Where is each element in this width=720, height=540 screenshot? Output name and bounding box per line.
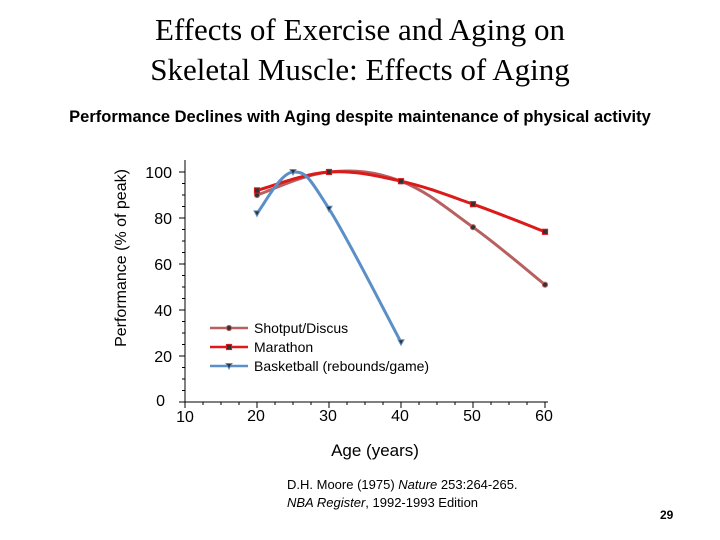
slide-number: 29 (660, 508, 674, 522)
citation-volume: 253:264-265. (437, 477, 518, 492)
y-axis-label: Performance (% of peak) (113, 169, 130, 347)
slide-title: Effects of Exercise and Aging on Skeleta… (0, 10, 720, 90)
x-tick-label: 30 (319, 408, 337, 425)
y-tick-label: 100 (145, 165, 172, 182)
citation-author: D.H. Moore (1975) (287, 477, 399, 492)
series-shotput-discus (253, 168, 549, 288)
y-tick-label: 20 (154, 349, 172, 366)
series-marathon (253, 168, 549, 235)
chart-legend: Shotput/Discus Marathon Basketball (reboun… (210, 320, 429, 374)
data-point (469, 224, 477, 231)
citation-source: NBA Register (287, 495, 366, 510)
data-point (397, 178, 405, 185)
x-tick-label: 20 (247, 408, 265, 425)
citation-edition: , 1992-1993 Edition (365, 495, 479, 510)
y-tick-label: 40 (154, 303, 172, 320)
legend-item: Marathon (210, 339, 313, 355)
legend-label: Basketball (rebounds/game) (254, 358, 429, 374)
citation-journal: Nature (398, 477, 438, 492)
data-point (541, 228, 549, 235)
slide-title-line1: Effects of Exercise and Aging on (154, 12, 566, 47)
data-point (397, 339, 405, 347)
series-line (255, 170, 403, 344)
legend-label: Marathon (254, 339, 313, 355)
citation: D.H. Moore (1975) Nature 253:264-265. NB… (287, 476, 518, 512)
citation-line2: NBA Register, 1992-1993 Edition (287, 494, 518, 512)
legend-item: Basketball (rebounds/game) (210, 358, 429, 374)
legend-label: Shotput/Discus (254, 320, 348, 336)
y-tick-label: 80 (154, 211, 172, 228)
x-tick-label: 10 (176, 409, 194, 426)
y-tick-label: 0 (156, 393, 165, 410)
x-tick-label: 60 (535, 408, 553, 425)
slide-subtitle: Performance Declines with Aging despite … (69, 108, 651, 126)
data-point (469, 201, 477, 208)
legend-marker (225, 343, 233, 351)
legend-marker (225, 324, 233, 332)
data-point (541, 281, 549, 288)
citation-line1: D.H. Moore (1975) Nature 253:264-265. (287, 476, 518, 494)
data-point (289, 169, 297, 177)
chart-series (253, 168, 549, 347)
legend-item: Shotput/Discus (210, 320, 348, 336)
x-tick-label: 50 (463, 408, 481, 425)
series-basketball-rebounds-game (253, 169, 405, 347)
y-tick-label: 60 (154, 257, 172, 274)
slide-title-line2: Skeletal Muscle: Effects of Aging (150, 52, 570, 87)
x-axis-label: Age (years) (331, 441, 419, 460)
data-point (253, 187, 261, 194)
series-line (255, 169, 547, 287)
data-point (253, 210, 261, 218)
legend-marker (225, 363, 233, 371)
data-point (325, 168, 333, 176)
data-point (325, 205, 333, 213)
x-tick-label: 40 (391, 408, 409, 425)
chart-axes: 0 20 40 60 80 100 10 20 30 40 50 60 (145, 160, 553, 426)
